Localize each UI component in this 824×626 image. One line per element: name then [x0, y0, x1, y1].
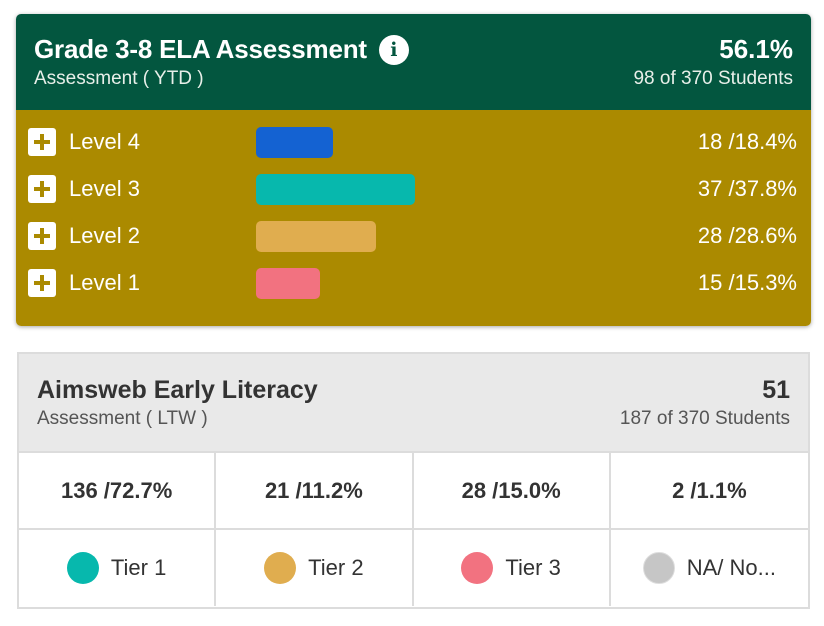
expand-plus-icon[interactable] [28, 222, 56, 250]
level-label: Level 1 [69, 270, 140, 295]
level-bar [256, 127, 333, 158]
expand-plus-icon[interactable] [28, 128, 56, 156]
ela-assessment-card: Grade 3-8 ELA Assessment i Assessment ( … [16, 14, 811, 326]
level-label: Level 2 [69, 223, 140, 248]
tier-legend-cell: Tier 2 [216, 530, 414, 606]
level-row: Level 1 15 /15.3% [16, 259, 811, 306]
ela-student-count: 98 of 370 Students [633, 68, 793, 89]
level-label: Level 3 [69, 176, 140, 201]
tier-value: 2 /1.1% [672, 477, 747, 503]
tier-value-cell[interactable]: 21 /11.2% [216, 453, 414, 530]
level-row: Level 4 18 /18.4% [16, 118, 811, 165]
aimsweb-value: 51 [762, 376, 790, 404]
level-bar [256, 268, 320, 299]
ela-title-row: Grade 3-8 ELA Assessment i [34, 34, 409, 65]
level-value: 28 /28.6% [697, 223, 797, 248]
ela-title: Grade 3-8 ELA Assessment [34, 34, 367, 64]
tier-3-dot-icon [461, 552, 494, 584]
level-bar [256, 221, 376, 252]
tier-label: NA/ No... [686, 555, 776, 580]
tier-value-cell[interactable]: 28 /15.0% [413, 453, 611, 530]
tier-value: 28 /15.0% [461, 477, 561, 503]
ela-card-header: Grade 3-8 ELA Assessment i Assessment ( … [16, 14, 811, 110]
level-value: 18 /18.4% [697, 129, 797, 154]
aimsweb-card-header: Aimsweb Early Literacy Assessment ( LTW … [19, 354, 808, 453]
tier-2-dot-icon [264, 552, 297, 584]
tier-label: Tier 2 [308, 555, 364, 580]
ela-percent: 56.1% [719, 34, 793, 64]
expand-plus-icon[interactable] [28, 269, 56, 297]
aimsweb-subtitle: Assessment ( LTW ) [37, 408, 208, 429]
level-row: Level 2 28 /28.6% [16, 212, 811, 259]
ela-subtitle: Assessment ( YTD ) [34, 68, 204, 89]
tier-1-dot-icon [66, 552, 99, 584]
tier-legend-cell: Tier 3 [414, 530, 611, 606]
expand-plus-icon[interactable] [28, 175, 56, 203]
level-value: 37 /37.8% [697, 176, 797, 201]
ela-levels-list: Level 4 18 /18.4% Level 3 37 /37.8% Leve… [16, 110, 811, 326]
level-value: 15 /15.3% [697, 270, 797, 295]
info-icon[interactable]: i [378, 34, 409, 65]
tier-value: 21 /11.2% [264, 477, 363, 503]
tier-legend-cell: Tier 1 [19, 530, 217, 606]
tier-grid: 136 /72.7% 21 /11.2% 28 /15.0% 2 /1.1% T… [19, 453, 808, 606]
aimsweb-card: Aimsweb Early Literacy Assessment ( LTW … [17, 352, 810, 609]
tier-label: Tier 1 [110, 555, 167, 580]
level-bar [256, 174, 415, 205]
tier-label: Tier 3 [505, 555, 561, 580]
aimsweb-student-count: 187 of 370 Students [619, 408, 790, 429]
tier-value: 136 /72.7% [60, 477, 173, 503]
aimsweb-title: Aimsweb Early Literacy [37, 376, 318, 404]
tier-legend-cell: NA/ No... [611, 530, 808, 606]
na-dot-icon [642, 552, 675, 584]
tier-value-cell[interactable]: 136 /72.7% [19, 453, 217, 530]
level-row: Level 3 37 /37.8% [16, 165, 811, 212]
level-label: Level 4 [69, 129, 140, 154]
tier-value-cell[interactable]: 2 /1.1% [610, 453, 808, 530]
